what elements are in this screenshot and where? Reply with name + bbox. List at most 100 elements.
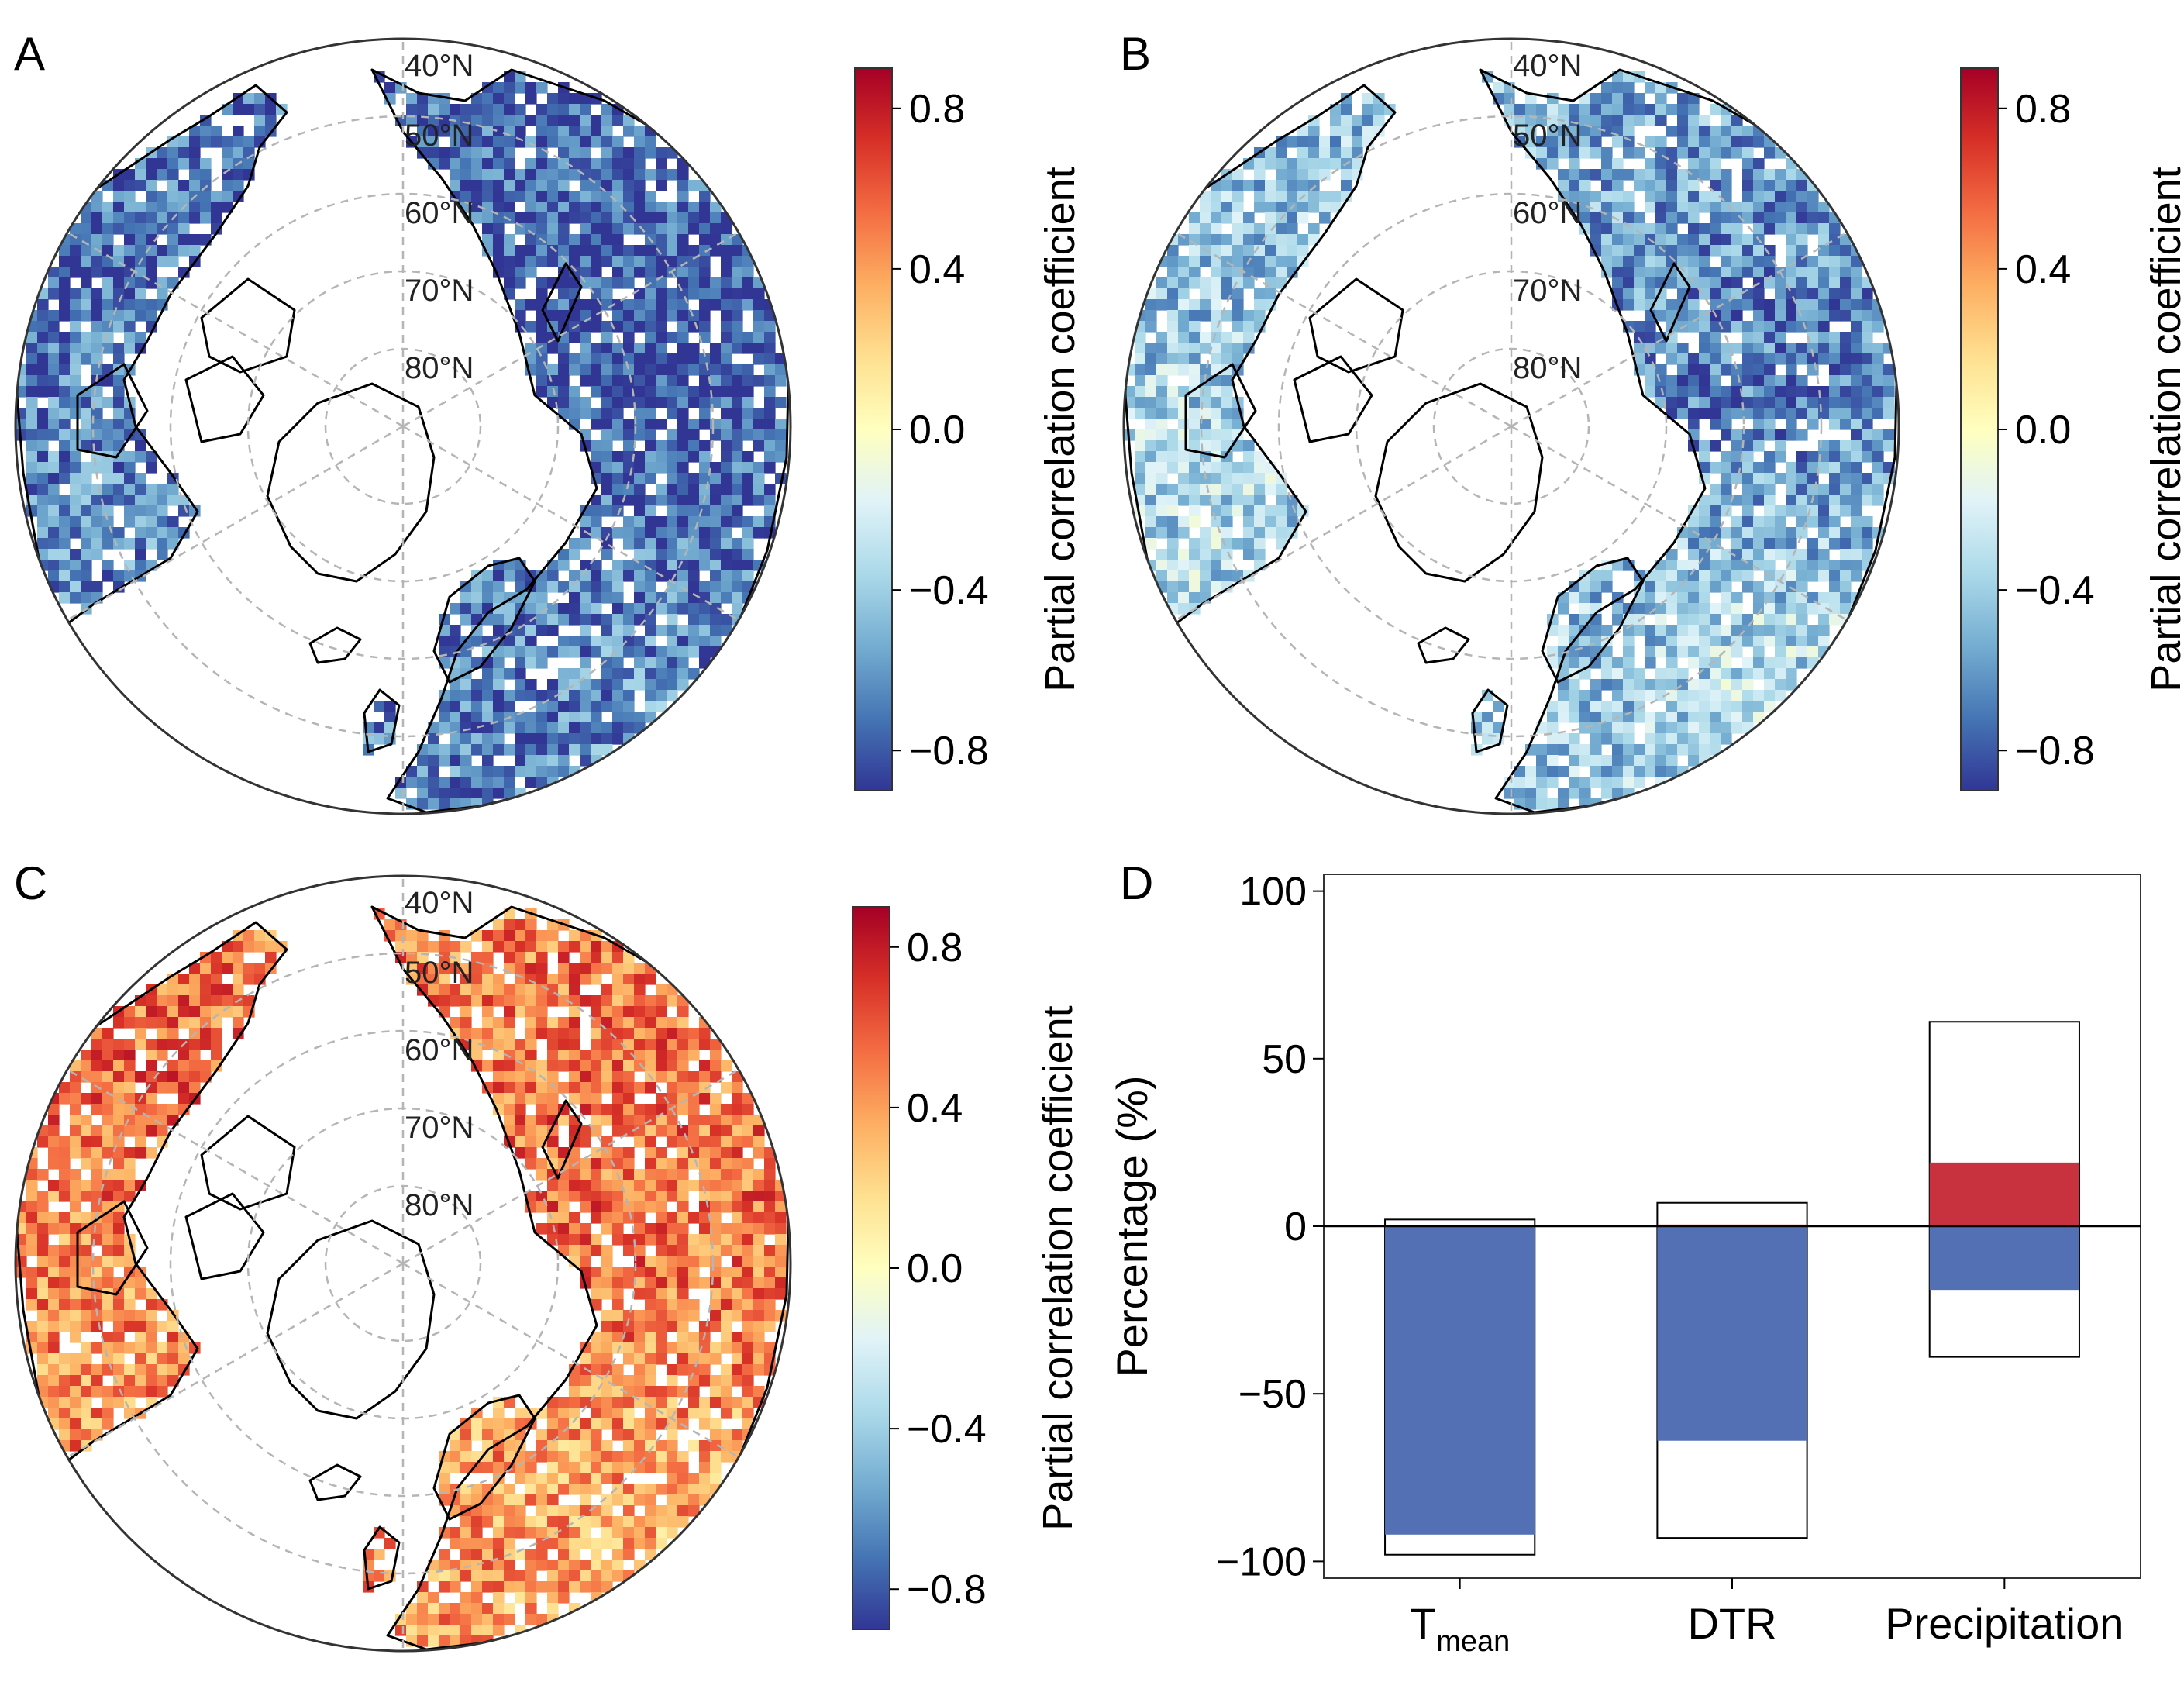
- grid-cell: [525, 952, 537, 963]
- grid-cell: [48, 484, 60, 495]
- grid-cell: [1796, 212, 1808, 224]
- grid-cell: [189, 1039, 201, 1050]
- grid-cell: [1601, 712, 1613, 723]
- grid-cell: [1645, 104, 1656, 115]
- grid-cell: [612, 364, 624, 376]
- grid-cell: [493, 180, 505, 191]
- grid-cell: [634, 1418, 646, 1430]
- grid-cell: [37, 386, 49, 398]
- grid-cell: [59, 1234, 71, 1246]
- grid-cell: [460, 147, 472, 159]
- grid-cell: [189, 169, 201, 181]
- grid-cell: [113, 1115, 125, 1126]
- grid-cell: [547, 1408, 559, 1419]
- grid-cell: [1558, 798, 1569, 810]
- grid-cell: [699, 581, 711, 593]
- grid-cell: [1623, 277, 1635, 289]
- grid-cell: [1666, 104, 1678, 115]
- grid-cell: [515, 570, 526, 582]
- grid-cell: [1710, 147, 1721, 159]
- grid-cell: [1666, 690, 1678, 701]
- grid-cell: [113, 1375, 125, 1387]
- grid-cell: [1699, 701, 1710, 712]
- grid-cell: [1655, 310, 1667, 322]
- grid-cell: [211, 202, 222, 213]
- grid-cell: [612, 657, 624, 669]
- grid-cell: [1764, 679, 1776, 691]
- grid-cell: [493, 636, 505, 647]
- grid-cell: [536, 701, 548, 712]
- grid-cell: [1612, 777, 1624, 788]
- grid-cell: [59, 1418, 71, 1430]
- grid-cell: [504, 234, 515, 246]
- grid-cell: [113, 1212, 125, 1224]
- grid-cell: [1178, 429, 1190, 441]
- grid-cell: [667, 256, 678, 267]
- grid-cell: [439, 147, 450, 159]
- grid-cell: [645, 429, 656, 441]
- grid-cell: [699, 516, 711, 528]
- latitude-circle: [1200, 115, 1823, 738]
- grid-cell: [656, 451, 667, 463]
- grid-cell: [558, 1418, 570, 1430]
- grid-cell: [91, 1408, 103, 1419]
- grid-cell: [504, 646, 515, 658]
- grid-cell: [775, 364, 787, 376]
- grid-cell: [634, 267, 646, 278]
- grid-cell: [1710, 234, 1721, 246]
- grid-cell: [200, 169, 212, 181]
- grid-cell: [1699, 136, 1710, 148]
- grid-cell: [1514, 777, 1526, 788]
- grid-cell: [113, 1039, 125, 1050]
- grid-cell: [764, 1310, 776, 1322]
- grid-cell: [525, 1039, 537, 1050]
- grid-cell: [113, 1071, 125, 1083]
- grid-cell: [1666, 722, 1678, 734]
- grid-cell: [753, 1234, 765, 1246]
- grid-cell: [580, 668, 591, 680]
- grid-cell: [547, 1060, 559, 1072]
- grid-cell: [471, 733, 483, 745]
- grid-cell: [37, 1191, 49, 1202]
- grid-cell: [1731, 136, 1743, 148]
- grid-cell: [102, 1267, 114, 1278]
- grid-cell: [1829, 516, 1841, 528]
- grid-cell: [124, 202, 136, 213]
- grid-cell: [1135, 484, 1146, 495]
- grid-cell: [591, 1060, 602, 1072]
- grid-cell: [1655, 93, 1667, 105]
- grid-cell: [699, 234, 711, 246]
- panel-label-c: C: [14, 857, 47, 909]
- grid-cell: [1666, 386, 1678, 398]
- grid-cell: [536, 1158, 548, 1170]
- grid-cell: [732, 1180, 743, 1191]
- grid-cell: [580, 126, 591, 137]
- grid-cell: [146, 1342, 157, 1354]
- grid-cell: [558, 104, 570, 115]
- grid-cell: [1167, 332, 1179, 343]
- grid-cell: [601, 581, 613, 593]
- grid-cell: [1579, 202, 1591, 213]
- grid-cell: [70, 1245, 81, 1256]
- grid-cell: [146, 1093, 157, 1105]
- grid-cell: [1796, 451, 1808, 463]
- grid-cell: [91, 516, 103, 528]
- grid-cell: [504, 636, 515, 647]
- grid-cell: [102, 495, 114, 506]
- grid-cell: [623, 1071, 635, 1083]
- grid-cell: [1189, 462, 1201, 474]
- grid-cell: [580, 234, 591, 246]
- grid-cell: [113, 1256, 125, 1267]
- grid-cell: [48, 1158, 60, 1170]
- grid-cell: [1221, 527, 1233, 539]
- grid-cell: [1786, 191, 1797, 202]
- grid-cell: [677, 679, 689, 691]
- grid-cell: [48, 429, 60, 441]
- grid-cell: [536, 941, 548, 953]
- grid-cell: [1851, 364, 1862, 376]
- grid-cell: [1753, 386, 1765, 398]
- grid-cell: [1862, 299, 1873, 311]
- grid-cell: [1710, 419, 1721, 430]
- grid-cell: [742, 1125, 754, 1137]
- grid-cell: [37, 408, 49, 419]
